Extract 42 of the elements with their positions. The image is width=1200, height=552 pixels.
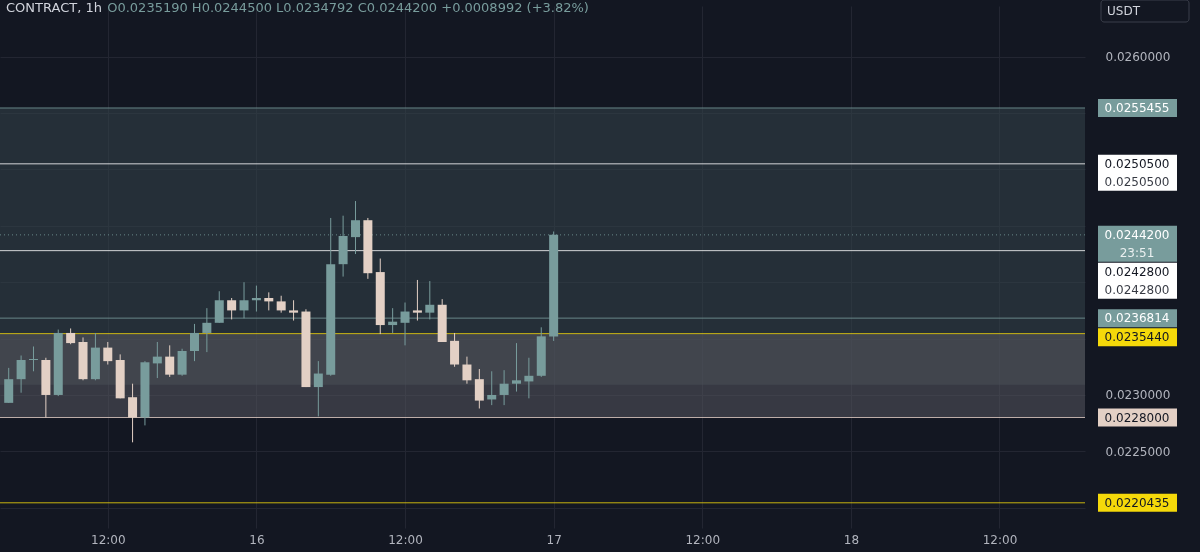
x-tick-label: 18: [843, 532, 860, 547]
candlestick: [4, 367, 14, 404]
y-tick-label: 0.0230000: [1105, 388, 1171, 403]
chart-title: CONTRACT, 1h: [6, 0, 102, 15]
ref-line-label: 0.0255455: [1104, 100, 1170, 115]
candlestick: [28, 345, 38, 372]
candlestick: [251, 285, 261, 313]
text: 0.0250500: [1104, 174, 1170, 189]
ref-line-label: 0.0242800: [1104, 264, 1170, 279]
text: 0.0242800: [1104, 282, 1170, 297]
candlestick: [462, 356, 472, 385]
chart-subtitle: O0.0235190 H0.0244500 L0.0234792 C0.0244200 +0.0008992 (+3.82%): [107, 0, 589, 15]
candlestick: [499, 369, 509, 406]
ref-line-label: 0.0228000: [1104, 410, 1170, 425]
x-tick-label: 12:00: [685, 532, 721, 547]
candlestick: [189, 323, 199, 362]
candlestick: [227, 297, 237, 320]
candlestick: [16, 355, 26, 394]
x-tick-label: 12:00: [91, 532, 126, 547]
ref-line-label: 0.0236814: [1104, 311, 1170, 326]
candlestick: [412, 279, 422, 322]
candlestick: [474, 368, 484, 409]
candlestick: [177, 348, 187, 377]
x-tick-label: 12:00: [982, 532, 1018, 547]
candlestick: [511, 342, 521, 393]
candlestick: [264, 291, 274, 311]
candlestick: [289, 299, 299, 322]
candlestick: [103, 341, 113, 366]
y-tick-label: 0.0225000: [1105, 444, 1171, 459]
ref-line-label: 0.0235440: [1104, 330, 1170, 345]
ref-line-label: 0.0244200: [1104, 227, 1170, 242]
ref-line-label: 0.0250500: [1104, 156, 1170, 171]
text: 23:51: [1119, 245, 1155, 260]
ref-line-label: 0.0220435: [1104, 495, 1170, 510]
candlestick: [313, 360, 323, 417]
candlestick: [450, 332, 460, 368]
x-tick-label: 16: [249, 532, 265, 547]
x-tick-label: 12:00: [388, 532, 423, 547]
candlestick: [165, 344, 175, 378]
y-tick-label: 0.0260000: [1105, 50, 1171, 65]
x-tick-label: 17: [546, 532, 562, 547]
text: USDT: [1107, 4, 1141, 18]
